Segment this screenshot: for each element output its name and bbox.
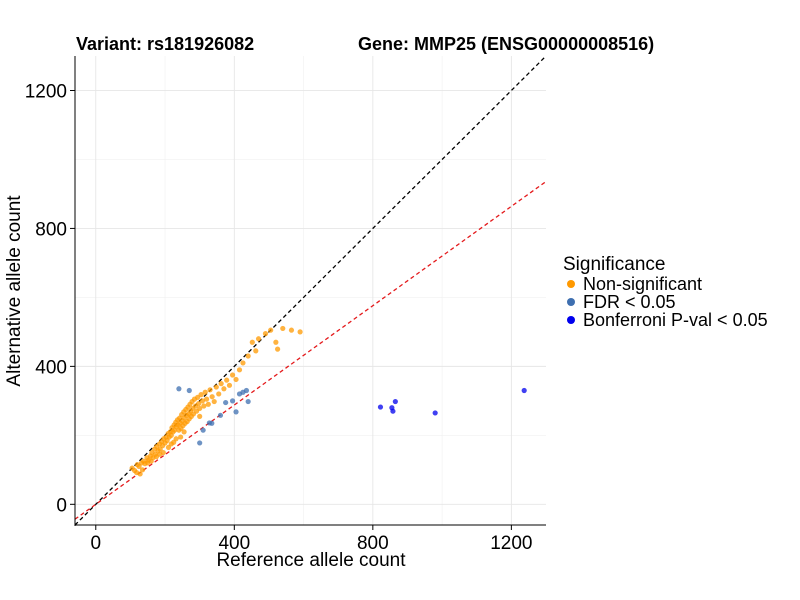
y-tick-label: 0: [56, 495, 67, 516]
data-point: [262, 331, 269, 337]
y-tick-label: 800: [35, 219, 67, 240]
data-point: [181, 429, 187, 435]
data-point: [229, 398, 236, 404]
data-point: [173, 436, 179, 442]
data-point: [236, 367, 243, 373]
y-axis-title: Alternative allele count: [4, 195, 25, 387]
data-point: [176, 386, 182, 392]
data-point: [255, 336, 262, 342]
data-point: [205, 401, 211, 407]
data-point: [209, 394, 215, 400]
x-tick-label: 400: [218, 533, 250, 554]
data-point: [297, 329, 303, 335]
data-point: [217, 412, 224, 418]
data-point: [221, 386, 227, 392]
chart-title-gene: Gene: MMP25 (ENSG00000008516): [358, 34, 654, 54]
data-point: [274, 346, 281, 352]
data-point: [196, 401, 202, 407]
data-point: [223, 399, 229, 406]
legend-label: FDR < 0.05: [583, 292, 676, 312]
data-point: [213, 384, 219, 390]
data-point: [178, 434, 184, 440]
legend-title: Significance: [563, 254, 665, 275]
legend-key-dot: [567, 298, 575, 306]
data-point: [194, 394, 201, 401]
grid-lines: [75, 56, 546, 525]
data-point: [273, 339, 279, 345]
data-point: [229, 372, 236, 378]
data-point: [206, 420, 212, 426]
data-point: [268, 327, 274, 333]
data-point: [200, 427, 206, 433]
x-axis-title: Reference allele count: [216, 550, 406, 571]
y-tick-label: 1200: [25, 81, 67, 102]
x-tick-label: 0: [90, 533, 101, 554]
data-point: [197, 413, 203, 419]
data-point: [377, 404, 384, 410]
data-point: [201, 403, 207, 409]
data-point: [148, 458, 154, 464]
data-point: [390, 408, 396, 414]
data-points: [129, 325, 527, 477]
y-tick-label: 400: [35, 357, 67, 378]
data-point: [207, 387, 213, 393]
x-tick-label: 1200: [490, 533, 532, 554]
data-point: [139, 467, 146, 473]
axis-ticks: 0 400 800 1200 0 400 800 1200: [25, 81, 533, 554]
data-point: [243, 387, 250, 394]
legend-label: Bonferroni P-val < 0.05: [583, 310, 768, 330]
reference-line: [74, 55, 547, 526]
data-point: [202, 389, 208, 395]
data-point: [253, 348, 259, 354]
data-point: [226, 382, 233, 388]
data-point: [432, 410, 438, 416]
legend-label: Non-significant: [583, 274, 702, 294]
data-point: [204, 396, 210, 402]
data-point: [137, 471, 143, 477]
data-point: [211, 398, 217, 405]
data-point: [392, 398, 398, 405]
data-point: [280, 325, 286, 332]
data-point: [218, 381, 224, 387]
data-point: [197, 440, 203, 446]
data-point: [521, 387, 527, 394]
data-point: [165, 444, 172, 451]
x-tick-label: 800: [357, 533, 389, 554]
data-point: [216, 391, 222, 397]
chart-title-variant: Variant: rs181926082: [76, 34, 254, 54]
legend-key-dot: [567, 316, 575, 324]
data-point: [240, 360, 246, 366]
data-point: [245, 398, 251, 405]
legend-key-dot: [567, 280, 575, 288]
data-point: [233, 376, 239, 383]
data-point: [157, 451, 163, 457]
data-point: [224, 377, 230, 383]
data-point: [233, 409, 239, 415]
data-point: [168, 441, 174, 447]
data-point: [245, 353, 251, 359]
reference-lines: [74, 55, 547, 526]
data-point: [249, 339, 255, 345]
data-point: [197, 405, 203, 412]
data-point: [198, 392, 204, 398]
reference-line: [74, 180, 547, 520]
data-point: [288, 327, 295, 333]
data-point: [186, 387, 192, 394]
data-point: [199, 398, 206, 404]
